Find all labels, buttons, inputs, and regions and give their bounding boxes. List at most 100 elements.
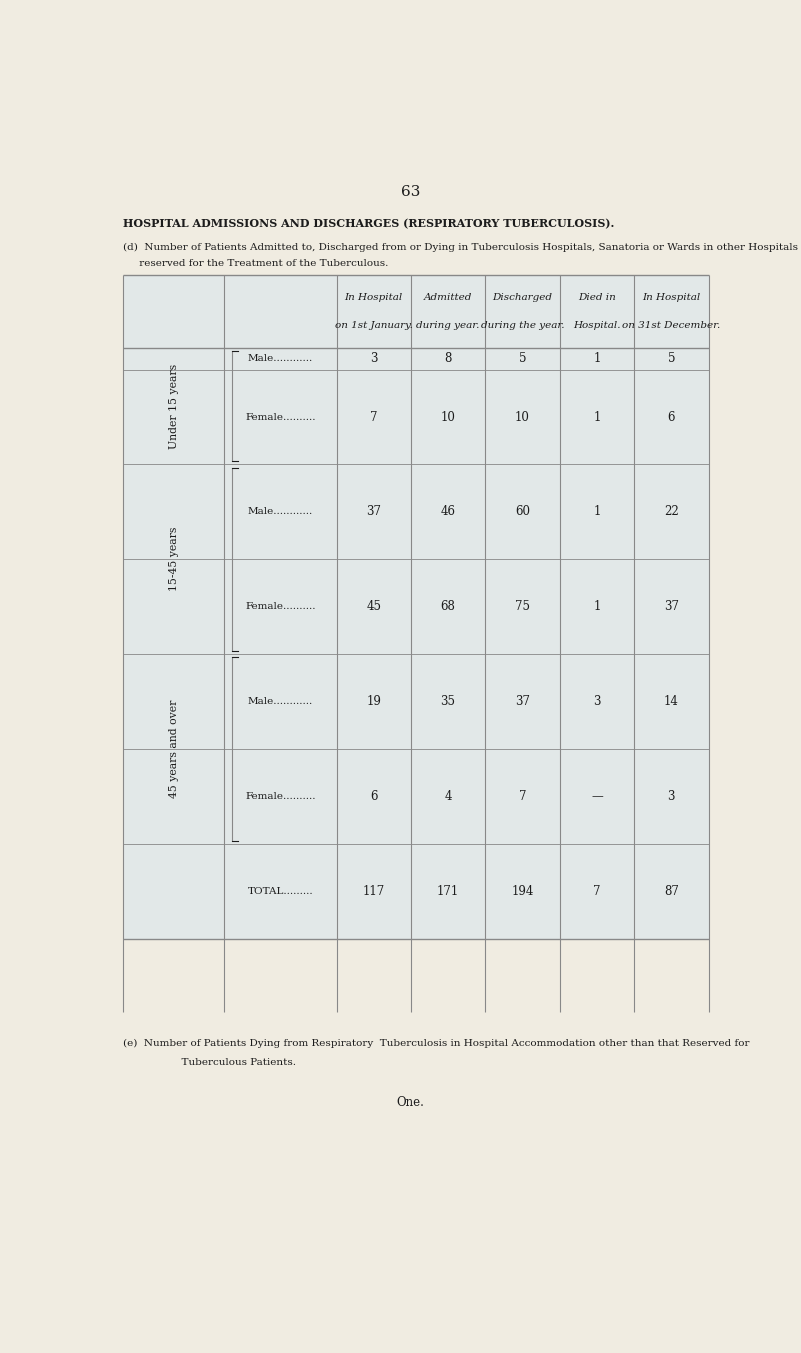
Bar: [411, 559, 485, 653]
Bar: [411, 748, 485, 844]
Text: 46: 46: [441, 505, 456, 518]
Bar: [634, 275, 709, 348]
Bar: [123, 844, 224, 939]
Bar: [411, 653, 485, 748]
Bar: [560, 348, 634, 369]
Text: 5: 5: [519, 352, 526, 365]
Bar: [485, 275, 560, 348]
Text: 37: 37: [664, 601, 678, 613]
Text: —: —: [591, 790, 603, 802]
Text: 15-45 years: 15-45 years: [169, 528, 179, 591]
Text: Female..........: Female..........: [245, 413, 316, 422]
Bar: [634, 348, 709, 369]
Bar: [485, 369, 560, 464]
Bar: [224, 464, 336, 559]
Text: 117: 117: [363, 885, 384, 897]
Text: Hospital.: Hospital.: [574, 321, 621, 330]
Bar: [224, 844, 336, 939]
Text: 8: 8: [445, 352, 452, 365]
Text: 68: 68: [441, 601, 456, 613]
Bar: [224, 748, 336, 844]
Bar: [411, 275, 485, 348]
Bar: [336, 559, 411, 653]
Text: 6: 6: [667, 410, 675, 423]
Text: 171: 171: [437, 885, 459, 897]
Text: 63: 63: [400, 185, 421, 199]
Text: 37: 37: [366, 505, 381, 518]
Text: HOSPITAL ADMISSIONS AND DISCHARGES (RESPIRATORY TUBERCULOSIS).: HOSPITAL ADMISSIONS AND DISCHARGES (RESP…: [123, 218, 614, 229]
Bar: [634, 559, 709, 653]
Bar: [224, 653, 336, 748]
Bar: [411, 464, 485, 559]
Bar: [336, 653, 411, 748]
Text: 1: 1: [594, 410, 601, 423]
Text: Under 15 years: Under 15 years: [169, 364, 179, 449]
Bar: [634, 748, 709, 844]
Bar: [224, 369, 336, 464]
Bar: [485, 844, 560, 939]
Text: 60: 60: [515, 505, 530, 518]
Text: 3: 3: [370, 352, 377, 365]
Bar: [336, 464, 411, 559]
Text: 3: 3: [594, 695, 601, 708]
Text: 37: 37: [515, 695, 530, 708]
Text: 19: 19: [366, 695, 381, 708]
Text: 194: 194: [511, 885, 533, 897]
Bar: [634, 844, 709, 939]
Text: 4: 4: [445, 790, 452, 802]
Text: 7: 7: [594, 885, 601, 897]
Text: during year.: during year.: [417, 321, 480, 330]
Text: 35: 35: [441, 695, 456, 708]
Text: 87: 87: [664, 885, 678, 897]
Text: on 31st December.: on 31st December.: [622, 321, 720, 330]
Text: Died in: Died in: [578, 294, 616, 302]
Text: In Hospital: In Hospital: [642, 294, 700, 302]
Text: 14: 14: [664, 695, 678, 708]
Bar: [336, 844, 411, 939]
Bar: [560, 748, 634, 844]
Text: Female..........: Female..........: [245, 602, 316, 612]
Text: 22: 22: [664, 505, 678, 518]
Bar: [560, 275, 634, 348]
Bar: [485, 559, 560, 653]
Text: 1: 1: [594, 505, 601, 518]
Bar: [224, 348, 336, 369]
Bar: [411, 348, 485, 369]
Bar: [123, 275, 224, 348]
Text: In Hospital: In Hospital: [344, 294, 403, 302]
Bar: [336, 348, 411, 369]
Text: during the year.: during the year.: [481, 321, 564, 330]
Text: 6: 6: [370, 790, 377, 802]
Text: (d)  Number of Patients Admitted to, Discharged from or Dying in Tuberculosis Ho: (d) Number of Patients Admitted to, Disc…: [123, 242, 799, 252]
Bar: [336, 275, 411, 348]
Bar: [224, 275, 336, 348]
Text: Female..........: Female..........: [245, 792, 316, 801]
Bar: [123, 369, 224, 464]
Bar: [411, 369, 485, 464]
Text: 10: 10: [515, 410, 530, 423]
Bar: [485, 748, 560, 844]
Bar: [123, 748, 224, 844]
Bar: [560, 464, 634, 559]
Text: 1: 1: [594, 352, 601, 365]
Bar: [336, 369, 411, 464]
Bar: [123, 464, 224, 559]
Bar: [560, 844, 634, 939]
Bar: [634, 653, 709, 748]
Text: One.: One.: [396, 1096, 425, 1109]
Text: 5: 5: [667, 352, 675, 365]
Bar: [336, 748, 411, 844]
Bar: [123, 653, 224, 748]
Bar: [123, 559, 224, 653]
Bar: [560, 653, 634, 748]
Text: Admitted: Admitted: [424, 294, 473, 302]
Text: 7: 7: [370, 410, 377, 423]
Text: 3: 3: [667, 790, 675, 802]
Bar: [634, 464, 709, 559]
Text: 7: 7: [519, 790, 526, 802]
Bar: [634, 369, 709, 464]
Text: Male............: Male............: [248, 354, 313, 363]
Text: 1: 1: [594, 601, 601, 613]
Text: Male............: Male............: [248, 697, 313, 706]
Text: TOTAL.........: TOTAL.........: [248, 886, 313, 896]
